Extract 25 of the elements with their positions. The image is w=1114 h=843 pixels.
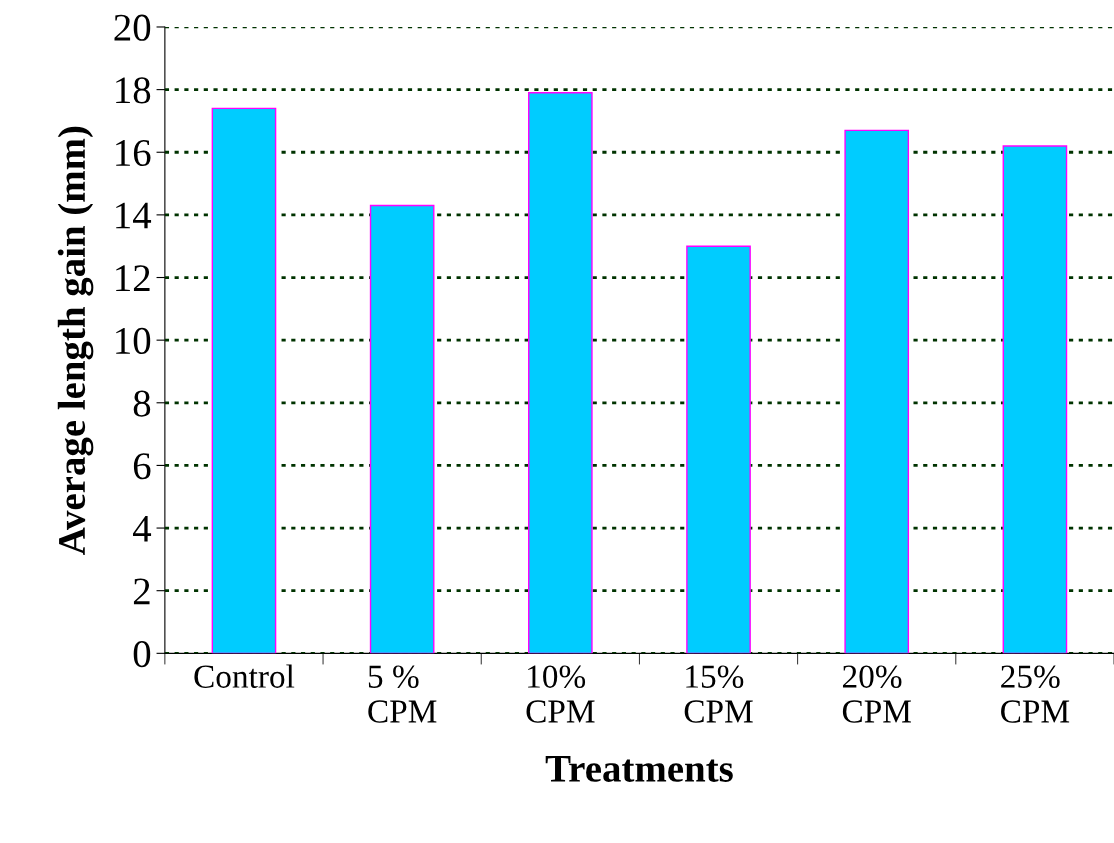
y-tick-label: 10 (116, 327, 151, 355)
y-tick-label: 18 (116, 77, 151, 104)
bar (211, 107, 277, 654)
x-tick-label: 25% CPM (1001, 665, 1070, 723)
x-tick-label: 5 % CPM (368, 665, 437, 723)
y-tick-label: 16 (116, 139, 151, 167)
bar (528, 92, 593, 654)
y-tick-label: 8 (133, 390, 151, 417)
bar (369, 204, 435, 654)
y-tick-label: 20 (114, 14, 151, 41)
y-tick-label: 0 (133, 640, 151, 668)
bar (1002, 145, 1068, 654)
bar (844, 129, 910, 654)
y-tick-label: 4 (132, 515, 152, 542)
y-axis-title: Average length gain (mm) (57, 126, 94, 555)
y-tick-label: 14 (116, 202, 152, 229)
x-tick-label: 20% CPM (842, 665, 911, 723)
y-tick-label: 2 (133, 578, 150, 605)
x-tick-label: 10% CPM (526, 665, 595, 723)
x-tick-label: 15% CPM (684, 665, 753, 723)
x-tick-label: Control (194, 664, 295, 688)
x-axis-title: Treatments (545, 756, 733, 782)
y-tick-label: 6 (133, 453, 151, 480)
y-tick-label: 12 (116, 265, 150, 292)
bar (686, 245, 751, 654)
